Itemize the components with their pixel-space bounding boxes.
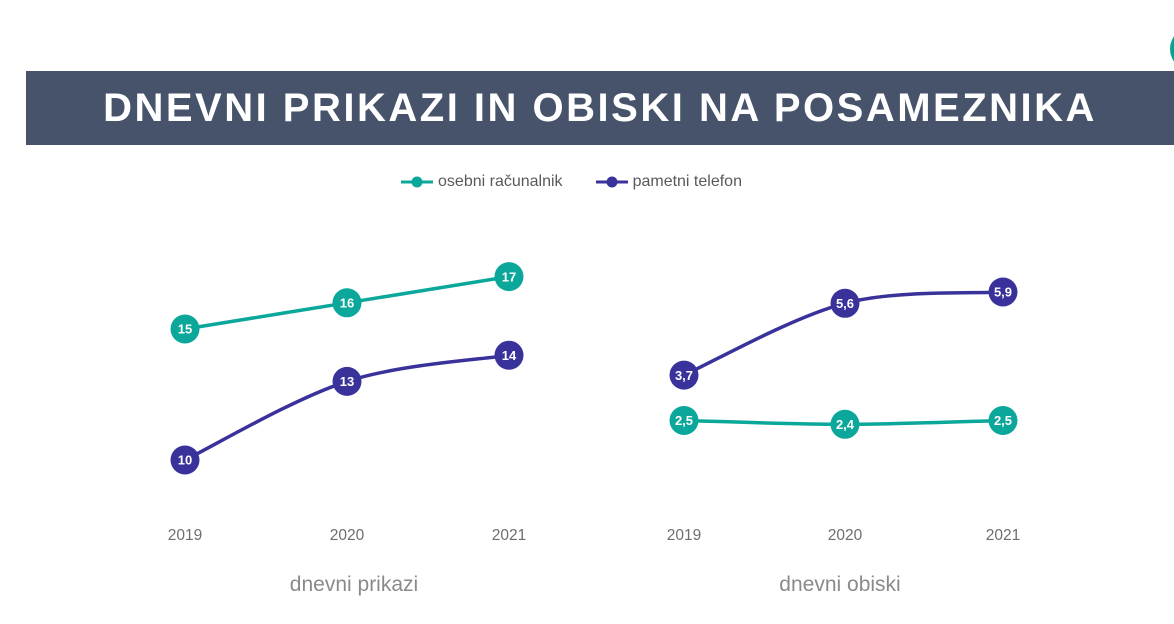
x-tick: 2020 [827,527,863,544]
data-point-label: 14 [502,348,517,363]
x-tick: 2021 [491,527,527,544]
chart-subtitle-left: dnevni prikazi [289,573,419,596]
x-tick: 2021 [985,527,1021,544]
data-point-label: 10 [178,453,192,468]
data-point-label: 5,6 [836,296,854,311]
data-point-label: 17 [502,269,516,284]
data-point-marker [332,366,362,396]
data-point-label: 2,5 [675,413,693,428]
data-point-label: 15 [178,322,192,337]
data-point-marker [494,262,524,292]
legend-line-dot-icon [595,176,628,188]
data-point-marker [170,445,200,475]
data-point-marker [669,406,699,435]
data-point-marker [669,360,699,390]
data-point-label: 2,4 [836,417,855,432]
data-point-marker [494,340,524,370]
data-point-marker [988,406,1018,435]
chart-subtitle-right: dnevni obiski [779,573,901,596]
chart-legend: osebni računalnik pametni telefon [0,170,1158,194]
legend-item-osebni-racunalnik: osebni računalnik [400,173,563,191]
x-tick: 2019 [167,527,203,544]
x-tick: 2019 [666,527,702,544]
x-tick: 2020 [329,527,365,544]
legend-label: pametni telefon [632,173,742,190]
data-point-marker [332,288,362,318]
data-point-marker [830,409,860,439]
legend-line-dot-icon [401,176,434,188]
brand-corner-dot-icon [1170,27,1174,71]
legend-item-pametni-telefon: pametni telefon [595,173,742,191]
data-point-marker [170,314,200,344]
data-point-label: 3,7 [675,368,693,383]
data-point-label: 2,5 [994,413,1012,428]
data-point-label: 16 [340,296,354,311]
data-point-marker [988,277,1018,307]
data-point-label: 5,9 [994,285,1012,300]
legend-label: osebni računalnik [438,173,563,190]
data-point-label: 13 [340,374,354,389]
title-banner: DNEVNI PRIKAZI IN OBISKI NA POSAMEZNIKA [26,71,1174,145]
data-point-marker [830,288,860,318]
page-title: DNEVNI PRIKAZI IN OBISKI NA POSAMEZNIKA [103,86,1097,130]
